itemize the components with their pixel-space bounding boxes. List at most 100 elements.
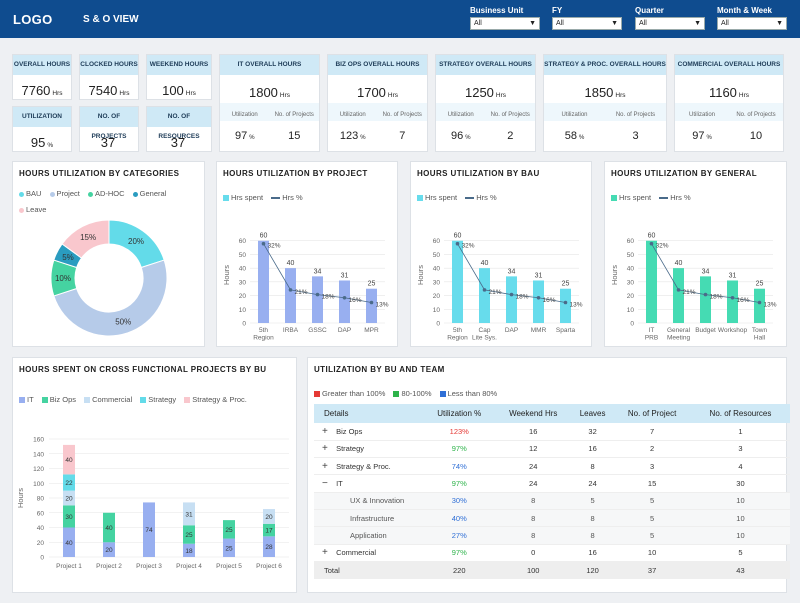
bar — [646, 240, 657, 323]
bu-card-biz-ops: BIZ OPS OVERALL HOURS 1700 Hrs Utilizatio… — [327, 54, 428, 152]
segment-label: 28 — [265, 544, 273, 551]
pct-unit: % — [706, 135, 712, 141]
pct-unit: % — [249, 135, 255, 141]
legend-item: Hrs spent — [223, 193, 263, 202]
expand-icon[interactable]: + — [322, 425, 328, 437]
table-row[interactable]: UX & Innovation 30% 8 5 5 10 — [314, 492, 790, 510]
kpi-overall-hours: OVERALL HOURS 7760 Hrs — [12, 54, 72, 100]
col-weekend-hrs[interactable]: Weekend Hrs — [494, 404, 572, 423]
x-tick-label: Project 1 — [56, 563, 82, 570]
table-row[interactable]: − IT 97% 24 24 15 30 — [314, 474, 790, 493]
stripe — [328, 103, 427, 121]
donut-slice-project — [53, 259, 168, 337]
bar — [452, 240, 463, 323]
legend-line — [659, 197, 669, 200]
expand-icon[interactable]: + — [322, 443, 328, 455]
pct-unit: % — [360, 135, 366, 141]
legend-item: Commercial — [84, 395, 132, 404]
legend-line — [271, 197, 281, 200]
stack-segment — [263, 536, 275, 557]
table-row[interactable]: + Biz Ops 123% 16 32 7 1 — [314, 423, 790, 441]
cell-weekend-hrs: 8 — [494, 492, 572, 510]
filter-label: FY — [552, 6, 563, 15]
legend-item: Strategy — [140, 395, 176, 404]
expand-icon[interactable]: + — [322, 547, 328, 559]
x-tick-label: 5th — [259, 327, 268, 334]
legend-dot — [132, 191, 138, 197]
bar — [366, 288, 377, 323]
x-tick-label: Cap — [479, 327, 491, 334]
bar — [285, 268, 296, 323]
y-tick-label: 20 — [239, 293, 247, 300]
projects-label: No. of Projects — [382, 112, 422, 118]
x-tick-label: Region — [447, 335, 468, 342]
y-tick-label: 30 — [627, 279, 635, 286]
kpi-unit: Hrs — [185, 90, 196, 97]
legend-label: Hrs % — [670, 193, 691, 202]
util-value: 96% — [436, 130, 486, 142]
slice-label: 50% — [115, 318, 131, 327]
kpi-value: 7540 Hrs — [80, 83, 138, 98]
cell-details: UX & Innovation — [314, 492, 424, 510]
col-leaves[interactable]: Leaves — [571, 404, 614, 423]
logo: LOGO — [13, 12, 53, 27]
x-tick-label: Lite Sys. — [472, 335, 497, 342]
legend: BAU Project AD-HOC General — [19, 189, 172, 198]
panel-bu-team: UTILIZATION BY BU AND TEAM Greater than … — [307, 357, 790, 593]
stack-segment — [63, 474, 75, 491]
hours-unit: Hrs — [495, 92, 507, 99]
table-row[interactable]: Application 27% 8 8 5 10 — [314, 526, 790, 545]
collapse-icon[interactable]: − — [322, 478, 328, 490]
month-week-select[interactable]: All ▼ — [717, 17, 787, 30]
cell-weekend-hrs: 16 — [494, 423, 572, 441]
quarter-select[interactable]: All ▼ — [635, 17, 705, 30]
stripe — [544, 103, 666, 121]
segment-label: 40 — [65, 540, 73, 547]
cell-utilization: 97% — [424, 544, 495, 562]
legend-item: 80-100% — [393, 389, 432, 398]
pct-label: 32% — [462, 243, 475, 250]
business-unit-select[interactable]: All ▼ — [470, 17, 540, 30]
cell-weekend-hrs: 8 — [494, 509, 572, 528]
y-tick-label: 60 — [37, 510, 45, 517]
col-resources[interactable]: No. of Resources — [690, 404, 790, 423]
col-projects[interactable]: No. of Project — [613, 404, 691, 423]
pct-label: 21% — [683, 289, 696, 296]
legend-label: Hrs % — [476, 193, 497, 202]
legend-label: Hrs spent — [231, 193, 264, 202]
stack-segment — [103, 542, 115, 557]
cell-leaves: 120 — [571, 561, 614, 580]
stack-segment — [223, 520, 235, 539]
cell-utilization: 30% — [424, 492, 495, 510]
legend-dot — [19, 191, 24, 197]
pct-point — [536, 295, 541, 300]
bar-value-label: 34 — [702, 268, 710, 275]
pct-point — [757, 300, 762, 305]
segment-label: 20 — [265, 514, 273, 521]
fy-select[interactable]: All ▼ — [552, 17, 622, 30]
legend-label: Strategy & Proc. — [192, 395, 247, 404]
legend-item: AD-HOC — [87, 189, 125, 198]
legend-item: Strategy & Proc. — [184, 395, 247, 404]
table-row[interactable]: + Strategy 97% 12 16 2 3 — [314, 440, 790, 459]
pct-point — [342, 295, 347, 300]
y-tick-label: 20 — [37, 540, 45, 547]
table-row[interactable]: + Commercial 97% 0 16 10 5 — [314, 544, 790, 562]
segment-label: 17 — [265, 528, 273, 535]
bu-card-strategy-proc: STRATEGY & PROC. OVERALL HOURS 1850 Hrs U… — [543, 54, 667, 152]
table-row[interactable]: Infrastructure 40% 8 8 5 10 — [314, 509, 790, 528]
y-tick-label: 120 — [33, 466, 44, 473]
segment-label: 25 — [225, 527, 233, 534]
expand-icon[interactable]: + — [322, 460, 328, 472]
x-tick-label: Project 5 — [216, 563, 242, 570]
cell-details: + Biz Ops — [314, 423, 424, 441]
col-utilization[interactable]: Utilization % — [424, 404, 495, 423]
kpi-unit: Hrs — [52, 90, 63, 97]
bar-value-label: 60 — [648, 233, 656, 240]
cell-leaves: 24 — [571, 474, 614, 493]
table-row[interactable]: + Strategy & Proc. 74% 24 8 3 4 — [314, 457, 790, 476]
bu-card-it: IT OVERALL HOURS 1800 Hrs Utilization No.… — [219, 54, 320, 152]
col-details[interactable]: Details — [314, 404, 424, 423]
bar-value-label: 34 — [314, 268, 322, 275]
kpi-number: 37 — [170, 135, 186, 150]
